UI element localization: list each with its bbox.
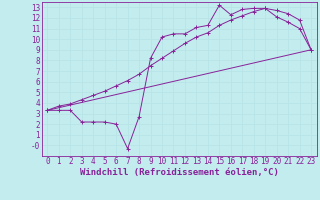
X-axis label: Windchill (Refroidissement éolien,°C): Windchill (Refroidissement éolien,°C) — [80, 168, 279, 177]
